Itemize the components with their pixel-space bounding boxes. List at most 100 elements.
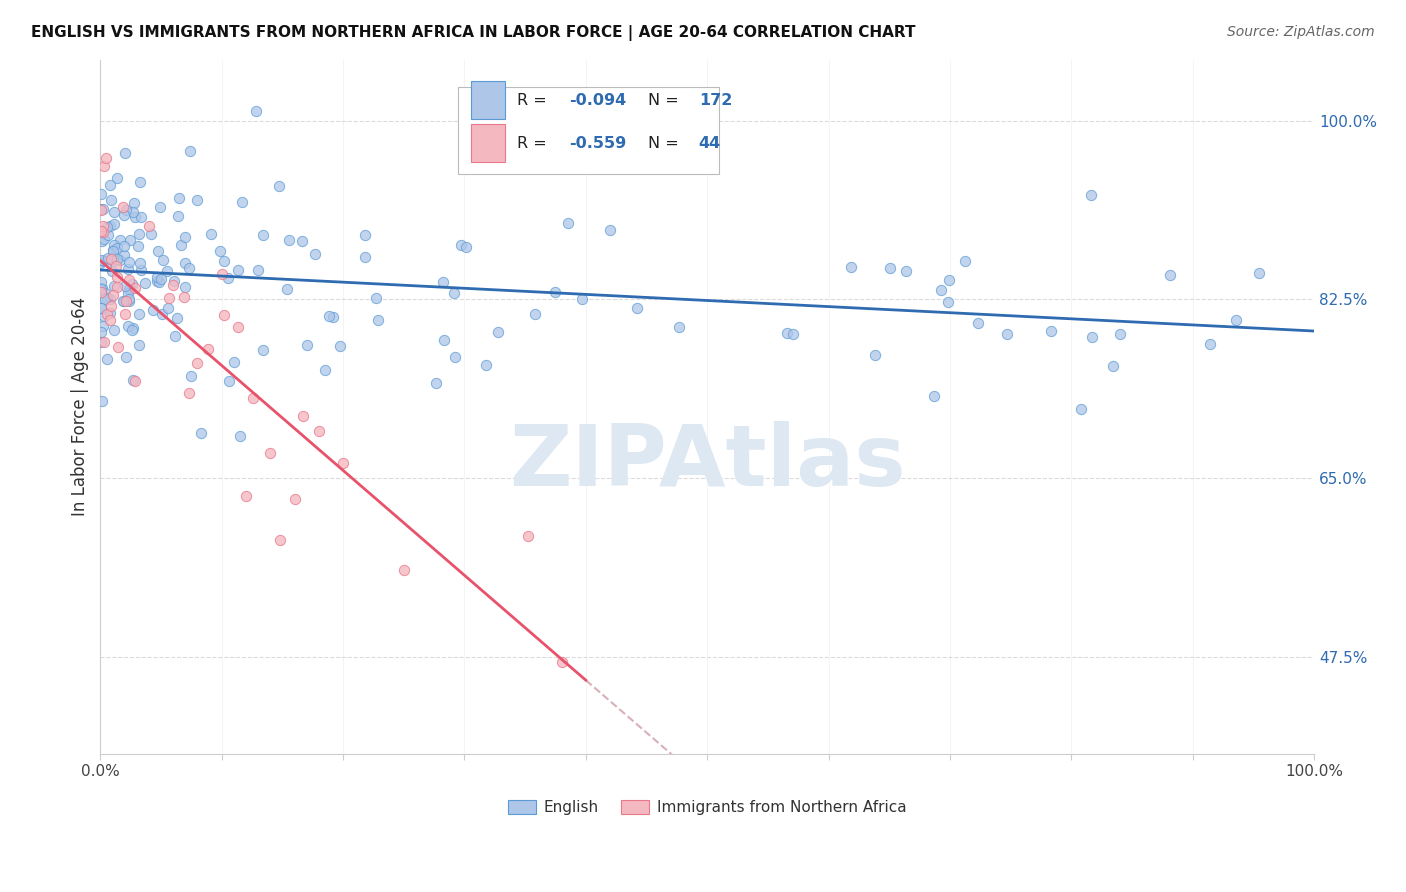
Point (91, 393, 114, 408)
Point (354, 228, 377, 243)
Point (222, 355, 245, 369)
Point (332, 456, 354, 470)
Point (107, 340, 129, 354)
Point (157, 291, 180, 305)
Point (96, 291, 118, 305)
Point (475, 359, 498, 373)
Point (162, 277, 184, 292)
Point (146, 244, 169, 258)
Point (118, 255, 141, 269)
Point (118, 293, 141, 308)
Point (165, 329, 187, 343)
FancyBboxPatch shape (471, 124, 505, 162)
Point (557, 216, 579, 230)
Point (90, 187, 112, 202)
Point (252, 343, 274, 358)
Text: N =: N = (648, 94, 683, 108)
Point (118, 292, 141, 306)
Point (626, 301, 648, 315)
Point (148, 276, 170, 290)
Point (953, 254, 976, 268)
Point (212, 254, 235, 268)
Point (668, 320, 690, 334)
Point (89, 226, 111, 240)
Point (101, 244, 124, 259)
Point (98, 313, 121, 327)
Point (839, 260, 862, 274)
Point (129, 263, 152, 277)
Point (90, 301, 112, 315)
Point (111, 200, 134, 214)
Point (93, 254, 115, 268)
Point (146, 274, 169, 288)
Point (138, 219, 160, 233)
Point (938, 273, 960, 287)
Point (117, 286, 139, 301)
Point (90, 325, 112, 339)
Point (444, 350, 467, 364)
Point (141, 227, 163, 241)
Point (91, 219, 114, 234)
Point (128, 227, 150, 242)
Point (433, 333, 456, 347)
Point (112, 293, 135, 308)
Point (967, 316, 990, 330)
Y-axis label: In Labor Force | Age 20-64: In Labor Force | Age 20-64 (72, 297, 89, 516)
Point (117, 318, 139, 333)
Point (228, 429, 250, 443)
Point (177, 261, 200, 276)
Point (217, 271, 239, 285)
Point (235, 489, 257, 503)
Point (112, 239, 135, 253)
Point (105, 280, 128, 294)
Point (304, 247, 326, 261)
Point (174, 280, 197, 294)
Point (90, 275, 112, 289)
Point (121, 323, 143, 337)
Point (118, 273, 141, 287)
Text: N =: N = (648, 136, 683, 151)
Point (329, 339, 352, 353)
Point (134, 276, 156, 290)
Point (278, 233, 301, 247)
Point (104, 259, 127, 273)
Point (152, 252, 174, 267)
Point (186, 193, 208, 207)
Point (776, 326, 799, 340)
Point (129, 256, 152, 270)
Point (107, 241, 129, 255)
Point (90, 285, 112, 299)
Point (322, 310, 344, 325)
Point (90, 281, 112, 295)
Point (101, 264, 124, 278)
Point (124, 374, 146, 388)
Point (197, 342, 219, 356)
Point (173, 290, 195, 304)
Point (101, 243, 124, 257)
Point (115, 202, 138, 217)
Point (128, 338, 150, 352)
Point (122, 373, 145, 387)
Point (896, 264, 918, 278)
Point (450, 238, 472, 252)
Point (122, 196, 145, 211)
Point (1102, 359, 1125, 373)
Point (200, 227, 222, 241)
Point (89, 255, 111, 269)
Point (103, 205, 125, 219)
Point (115, 293, 138, 308)
Point (124, 210, 146, 224)
Point (112, 208, 135, 222)
Point (166, 310, 188, 325)
Point (98, 178, 121, 192)
Point (120, 233, 142, 247)
Point (124, 280, 146, 294)
Point (879, 260, 901, 275)
Text: -0.559: -0.559 (569, 136, 626, 151)
Point (190, 426, 212, 441)
Point (267, 178, 290, 193)
Point (995, 327, 1018, 342)
Point (936, 294, 959, 309)
Text: ZIPAtlas: ZIPAtlas (509, 420, 905, 504)
Point (128, 307, 150, 321)
